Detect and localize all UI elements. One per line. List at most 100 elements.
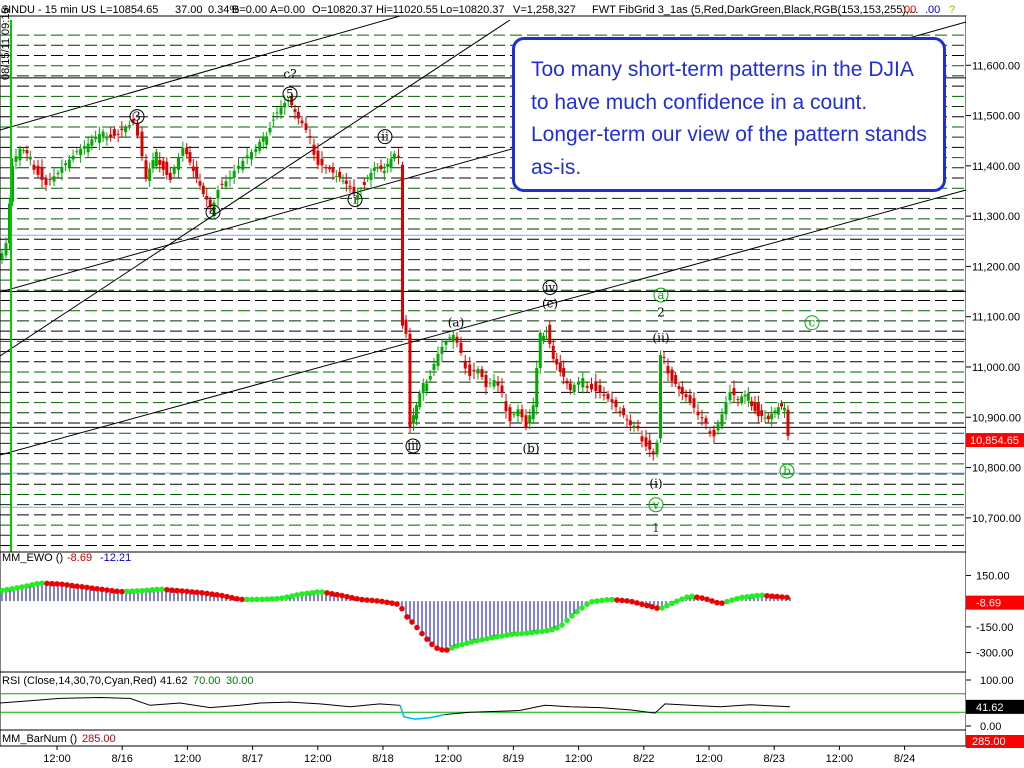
ewo-dot bbox=[749, 593, 755, 599]
candle-body bbox=[208, 199, 212, 208]
candle-body bbox=[594, 381, 598, 392]
candle-body bbox=[670, 369, 674, 382]
candle-body bbox=[743, 394, 747, 397]
candle-body bbox=[476, 368, 480, 374]
candle-body bbox=[44, 177, 48, 185]
x-tick-label: 8/23 bbox=[763, 753, 784, 765]
candle-body bbox=[11, 165, 14, 202]
barnum-value: 285.00 bbox=[82, 733, 116, 745]
ewo-dot bbox=[454, 643, 460, 649]
ewo-dot bbox=[204, 590, 210, 597]
x-tick-label: 8/24 bbox=[894, 753, 915, 765]
candle-body bbox=[704, 418, 708, 424]
candle-body bbox=[205, 196, 209, 200]
ewo-dot bbox=[484, 635, 490, 642]
ewo-dot bbox=[109, 587, 115, 594]
ewo-title-group: MM_EWO () -8.69 -12.21 bbox=[2, 552, 131, 564]
ewo-dot bbox=[664, 602, 670, 609]
ewo-dot bbox=[229, 594, 235, 601]
candle-body bbox=[644, 437, 648, 447]
candle-body bbox=[101, 131, 105, 137]
rsi-frame bbox=[0, 671, 967, 731]
ewo-dot bbox=[29, 582, 35, 588]
candle-body bbox=[531, 405, 535, 420]
ewo-title: MM_EWO () bbox=[2, 552, 63, 564]
candle-body bbox=[401, 164, 404, 326]
x-tick-label: 8/22 bbox=[633, 753, 654, 765]
candle-body bbox=[558, 362, 562, 372]
ewo-dot bbox=[679, 596, 685, 602]
candle-body bbox=[382, 170, 386, 174]
candle-body bbox=[750, 401, 754, 407]
candle-body bbox=[341, 180, 345, 182]
candle-body bbox=[316, 150, 320, 165]
price-axis[interactable]: 11,600.00 11,500.00 11,400.00 11,300.00 11,2… bbox=[43, 16, 1024, 768]
candle-body bbox=[766, 415, 770, 420]
candle-body bbox=[191, 166, 195, 171]
ewo-tick-label: -150.00 bbox=[976, 622, 1013, 634]
candle-body bbox=[8, 203, 11, 244]
candle-body bbox=[610, 399, 614, 403]
ewo-dot bbox=[364, 597, 370, 603]
candle-body bbox=[94, 136, 98, 140]
ewo-dot bbox=[564, 617, 570, 624]
candle-body bbox=[151, 160, 155, 169]
candle-body bbox=[198, 181, 202, 186]
ewo-dot bbox=[524, 630, 530, 636]
wave-label: (i) bbox=[649, 477, 662, 491]
candle-body bbox=[177, 157, 180, 170]
ewo-dot bbox=[149, 587, 155, 593]
candle-body bbox=[212, 202, 216, 216]
ewo-value-2: -12.21 bbox=[100, 552, 131, 564]
ewo-dot bbox=[244, 596, 250, 603]
ewo-dot bbox=[104, 587, 110, 593]
candle-body bbox=[64, 163, 68, 166]
candle-body bbox=[237, 165, 240, 169]
candle-body bbox=[352, 186, 356, 192]
trend-line bbox=[0, 15, 401, 131]
ewo-dot bbox=[374, 598, 380, 604]
ewo-dot bbox=[459, 641, 465, 648]
ewo-tick-label: -300.00 bbox=[976, 648, 1013, 660]
candle-body bbox=[271, 119, 275, 121]
ewo-dot bbox=[159, 586, 165, 593]
header-study-v2: .00 bbox=[925, 4, 940, 16]
ewo-dot bbox=[319, 589, 325, 595]
wave-label: iii bbox=[407, 439, 419, 453]
candle-body bbox=[783, 407, 786, 411]
candle-body bbox=[40, 166, 44, 180]
candle-body bbox=[376, 167, 380, 169]
candle-body bbox=[268, 127, 272, 133]
ewo-dot bbox=[614, 597, 620, 603]
candle-body bbox=[562, 367, 566, 377]
wave-circle bbox=[205, 204, 221, 220]
ewo-panel[interactable] bbox=[0, 551, 967, 673]
ewo-dot bbox=[54, 581, 60, 587]
ewo-dot bbox=[219, 592, 225, 599]
candle-body bbox=[328, 167, 332, 170]
candle-body bbox=[372, 167, 376, 171]
header-change-pct: 0.34% bbox=[208, 4, 239, 16]
candle-body bbox=[756, 403, 760, 417]
ewo-dot bbox=[649, 604, 655, 610]
wave-label: c? bbox=[283, 67, 296, 81]
ewo-dot bbox=[139, 587, 145, 594]
ewo-dot bbox=[549, 626, 555, 633]
candle-body bbox=[120, 128, 124, 131]
candle-body bbox=[614, 400, 618, 408]
ewo-dot bbox=[169, 587, 175, 593]
ewo-dot bbox=[164, 586, 170, 593]
ewo-dot bbox=[409, 619, 415, 625]
wave-label: 4 bbox=[209, 205, 217, 219]
ewo-dot bbox=[669, 600, 675, 607]
candle-body bbox=[0, 253, 4, 260]
ewo-dot bbox=[774, 593, 780, 600]
ewo-dot bbox=[114, 588, 120, 595]
candle-body bbox=[440, 346, 444, 354]
price-tick-label: 11,100.00 bbox=[972, 312, 1020, 324]
candle-body bbox=[404, 319, 408, 334]
ewo-dot bbox=[209, 591, 215, 597]
candle-body bbox=[581, 378, 585, 388]
ewo-dot bbox=[144, 587, 150, 594]
ewo-dot bbox=[584, 601, 590, 608]
